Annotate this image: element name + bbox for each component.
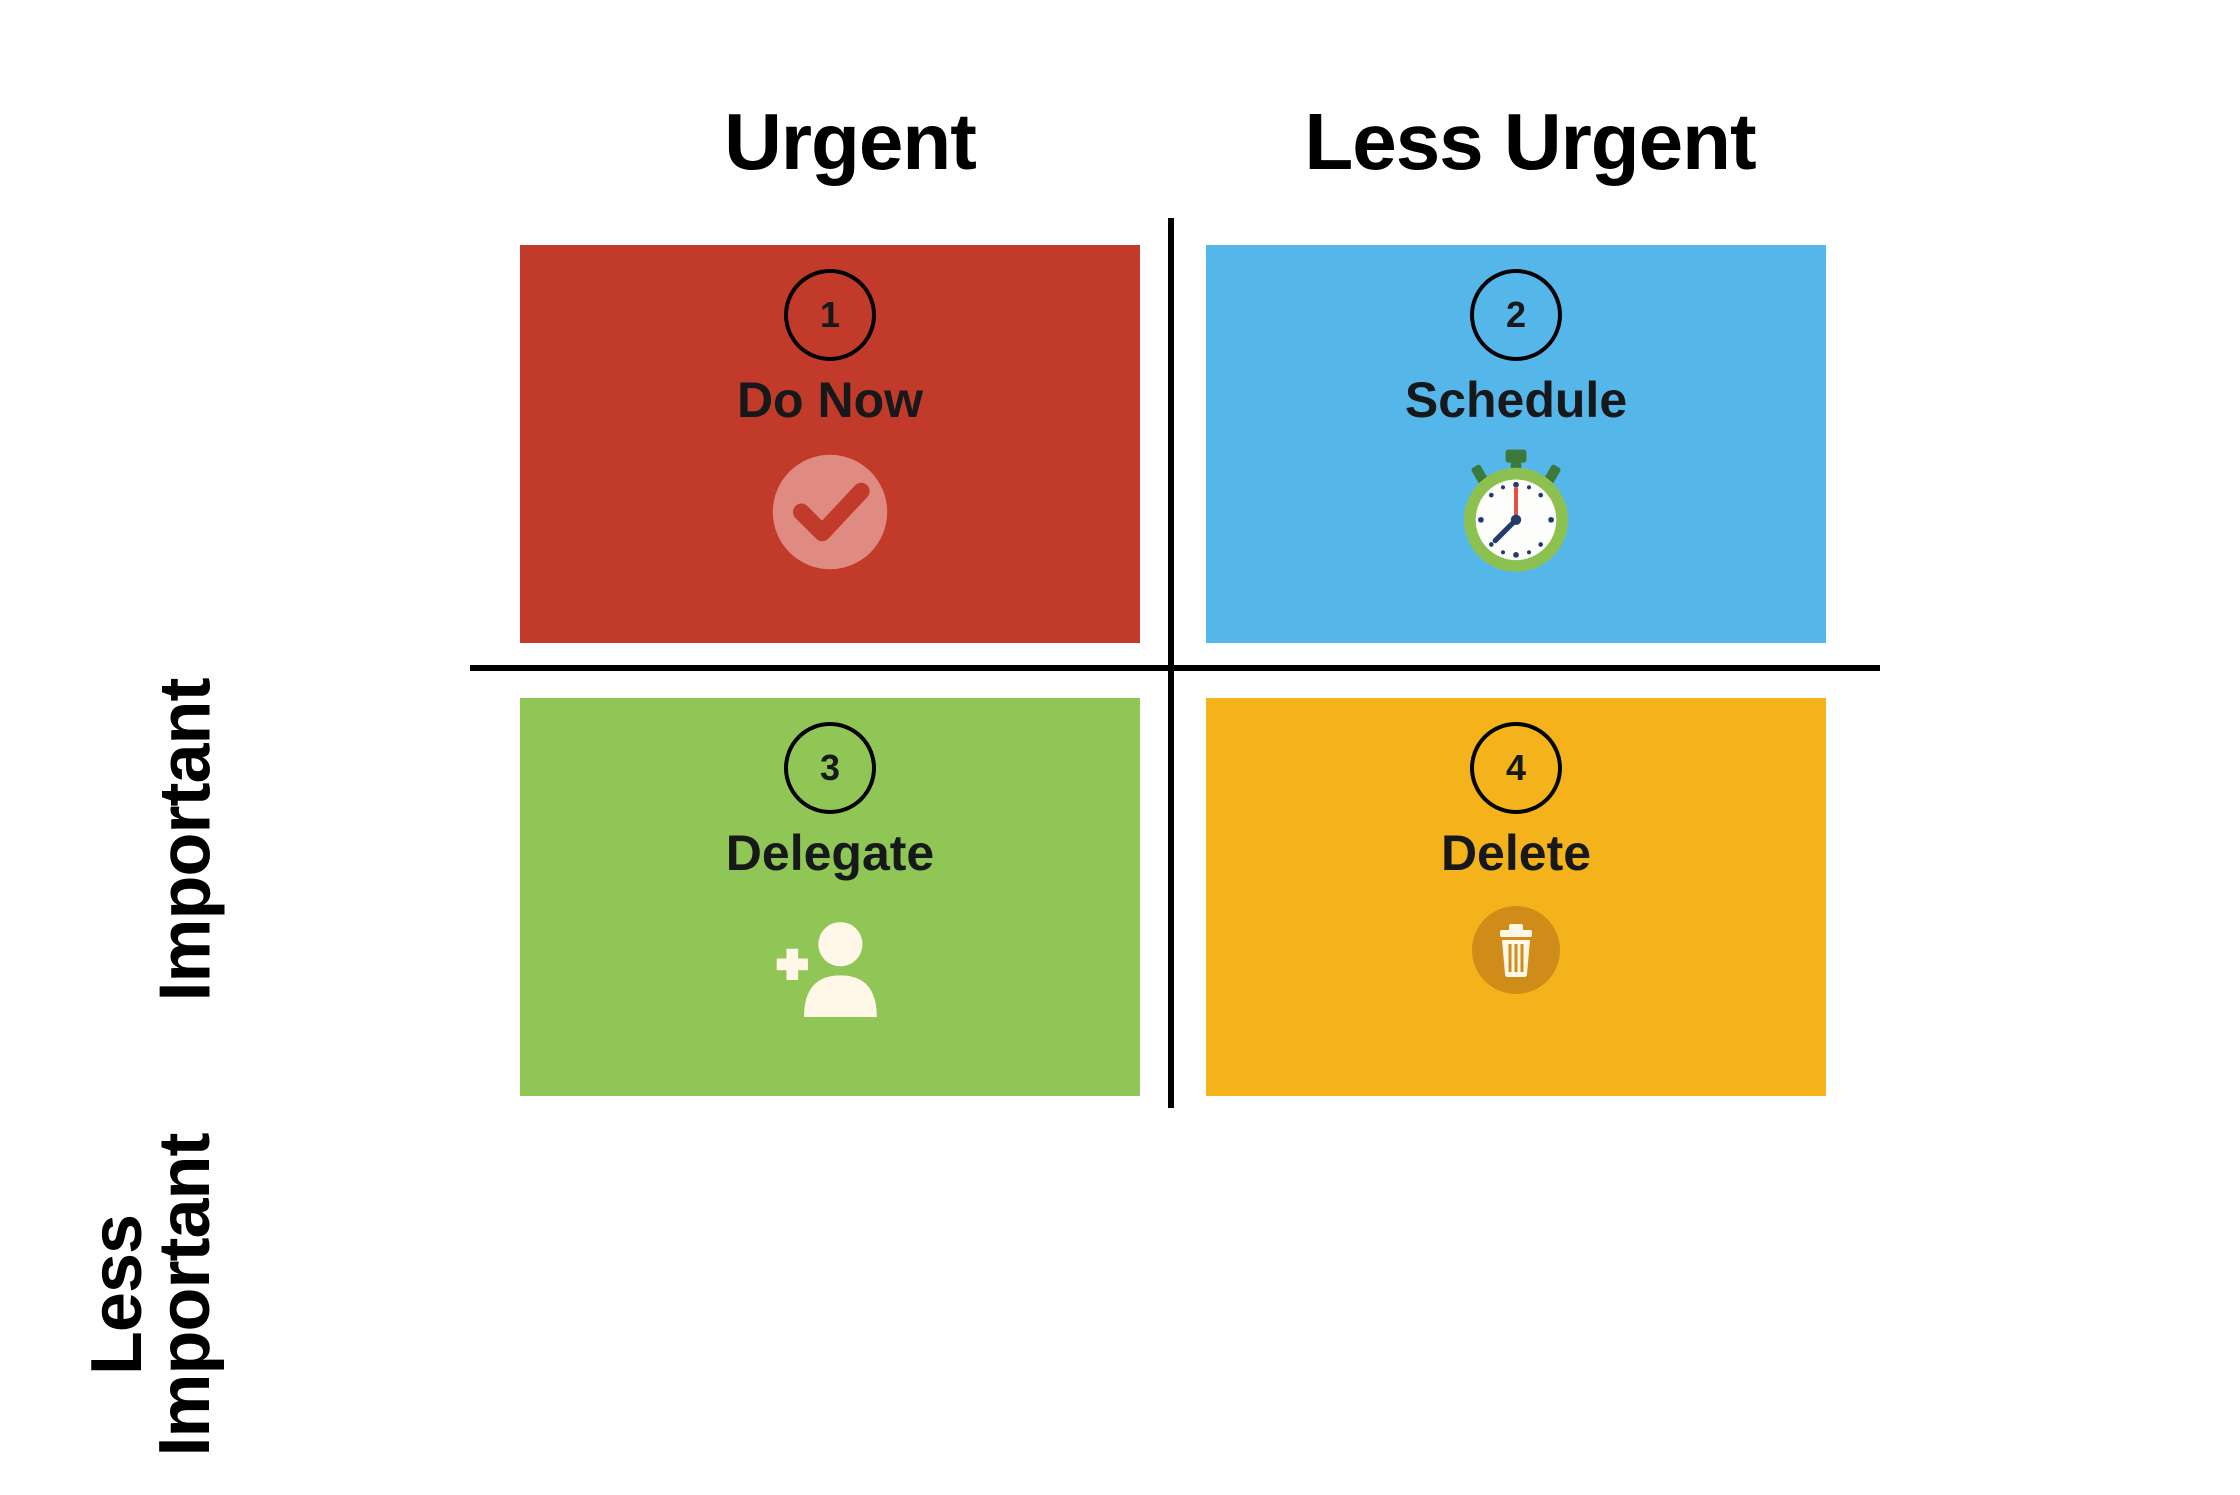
checkmark-icon	[765, 447, 895, 577]
stopwatch-icon	[1451, 447, 1581, 577]
quadrant-title-delete: Delete	[1441, 824, 1591, 882]
quadrant-do-now: 1 Do Now	[520, 245, 1140, 643]
matrix-container: Urgent Less Urgent Important Less Import…	[0, 0, 2240, 1260]
trash-icon	[1466, 900, 1566, 1000]
row-header-less-important-line2: Important	[146, 1134, 226, 1457]
quadrant-schedule: 2 Schedule	[1206, 245, 1826, 643]
row-header-less-important: Less Important	[83, 1095, 220, 1495]
column-header-urgent: Urgent	[520, 96, 1180, 188]
quadrant-number-1: 1	[784, 269, 876, 361]
quadrant-number-2: 2	[1470, 269, 1562, 361]
quadrant-delete: 4 Delete	[1206, 698, 1826, 1096]
quadrant-title-schedule: Schedule	[1405, 371, 1627, 429]
axis-vertical	[1168, 218, 1174, 1108]
quadrant-number-4: 4	[1470, 722, 1562, 814]
quadrant-number-3: 3	[784, 722, 876, 814]
quadrant-title-delegate: Delegate	[726, 824, 934, 882]
column-header-less-urgent: Less Urgent	[1200, 96, 1860, 188]
quadrant-delegate: 3 Delegate	[520, 698, 1140, 1096]
quadrant-title-do-now: Do Now	[737, 371, 923, 429]
axis-horizontal	[470, 665, 1880, 671]
person-plus-icon	[765, 900, 895, 1030]
row-header-important: Important	[152, 640, 220, 1040]
